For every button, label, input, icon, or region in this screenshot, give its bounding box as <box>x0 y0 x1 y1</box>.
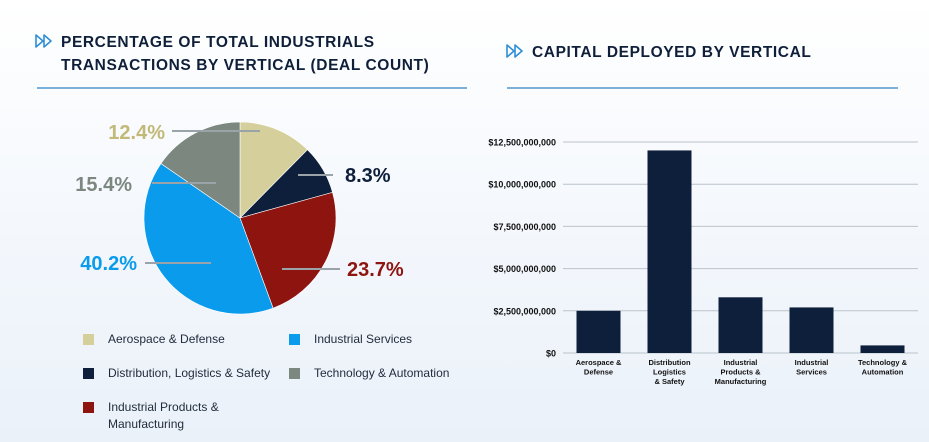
x-tick-label: Industrial <box>724 358 758 367</box>
legend-swatch <box>289 368 300 379</box>
x-tick-label: Distribution <box>648 358 690 367</box>
y-tick-label: $5,000,000,000 <box>493 264 556 274</box>
pie-data-label: 23.7% <box>347 259 404 281</box>
y-tick-label: $2,500,000,000 <box>493 306 556 316</box>
x-tick-label: Aerospace & <box>576 358 622 367</box>
pie-slice-industrial-products-manufacturing <box>239 192 337 309</box>
y-tick-label: $0 <box>546 349 556 359</box>
legend-item-industrial-products: Industrial Products & Manufacturing <box>83 399 219 433</box>
bar-title-text: CAPITAL DEPLOYED BY VERTICAL <box>532 44 812 61</box>
legend-item-distribution: Distribution, Logistics & Safety <box>83 365 271 382</box>
legend-label: Industrial Services <box>314 332 413 346</box>
x-tick-label: Industrial <box>795 358 829 367</box>
pie-data-label: 40.2% <box>80 253 137 275</box>
legend-label: Industrial Products & <box>108 400 219 414</box>
legend-swatch <box>289 334 300 345</box>
legend-swatch <box>83 368 94 379</box>
y-tick-label: $10,000,000,000 <box>488 180 556 190</box>
bar <box>860 345 905 353</box>
legend-label-line2: Manufacturing <box>108 417 185 431</box>
x-tick-label: Products & <box>720 368 761 377</box>
pie-slice-aerospace-defense <box>239 121 308 219</box>
bar-chart: $0 $2,500,000,000 $5,000,000,000 $7,500,000… <box>488 138 918 386</box>
x-tick-label: Services <box>796 368 827 377</box>
x-tick-label: & Safety <box>654 377 685 386</box>
x-tick-label: Automation <box>862 368 904 377</box>
legend-label: Technology & Automation <box>314 366 450 380</box>
x-tick-label: Technology & <box>858 358 908 367</box>
bar-chart-title: CAPITAL DEPLOYED BY VERTICAL <box>506 41 812 64</box>
legend-swatch <box>83 402 94 413</box>
y-tick-label: $12,500,000,000 <box>488 138 556 148</box>
left-title-divider <box>37 87 467 89</box>
x-tick-label: Manufacturing <box>715 377 767 386</box>
legend-swatch <box>83 334 94 345</box>
legend-item-industrial-services: Industrial Services <box>289 331 413 348</box>
x-tick-label: Defense <box>584 368 613 377</box>
pie-data-label: 8.3% <box>345 165 391 187</box>
legend-label: Distribution, Logistics & Safety <box>108 366 271 380</box>
pie-title-line2: TRANSACTIONS BY VERTICAL (DEAL COUNT) <box>61 57 430 74</box>
double-chevron-right-icon <box>506 44 523 58</box>
double-chevron-right-icon <box>35 34 52 48</box>
right-title-divider <box>507 87 898 89</box>
pie-slice-industrial-services <box>143 163 274 315</box>
pie-title-line1: PERCENTAGE OF TOTAL INDUSTRIALS <box>61 34 375 51</box>
x-tick-label: Logistics <box>653 368 686 377</box>
bar <box>718 297 763 353</box>
bar <box>647 150 692 353</box>
bar <box>789 307 834 353</box>
pie-slice-technology-automation <box>160 121 241 219</box>
legend-item-aerospace: Aerospace & Defense <box>83 331 225 348</box>
legend-item-technology: Technology & Automation <box>289 365 450 382</box>
pie-chart: 12.4% 8.3% 23.7% 40.2% 15.4% <box>75 121 404 315</box>
pie-data-label: 15.4% <box>75 174 132 196</box>
pie-chart-title: PERCENTAGE OF TOTAL INDUSTRIALS TRANSACT… <box>35 31 430 77</box>
y-tick-label: $7,500,000,000 <box>493 222 556 232</box>
legend-label: Aerospace & Defense <box>108 332 225 346</box>
pie-data-label: 12.4% <box>108 122 165 144</box>
bar <box>576 310 621 353</box>
